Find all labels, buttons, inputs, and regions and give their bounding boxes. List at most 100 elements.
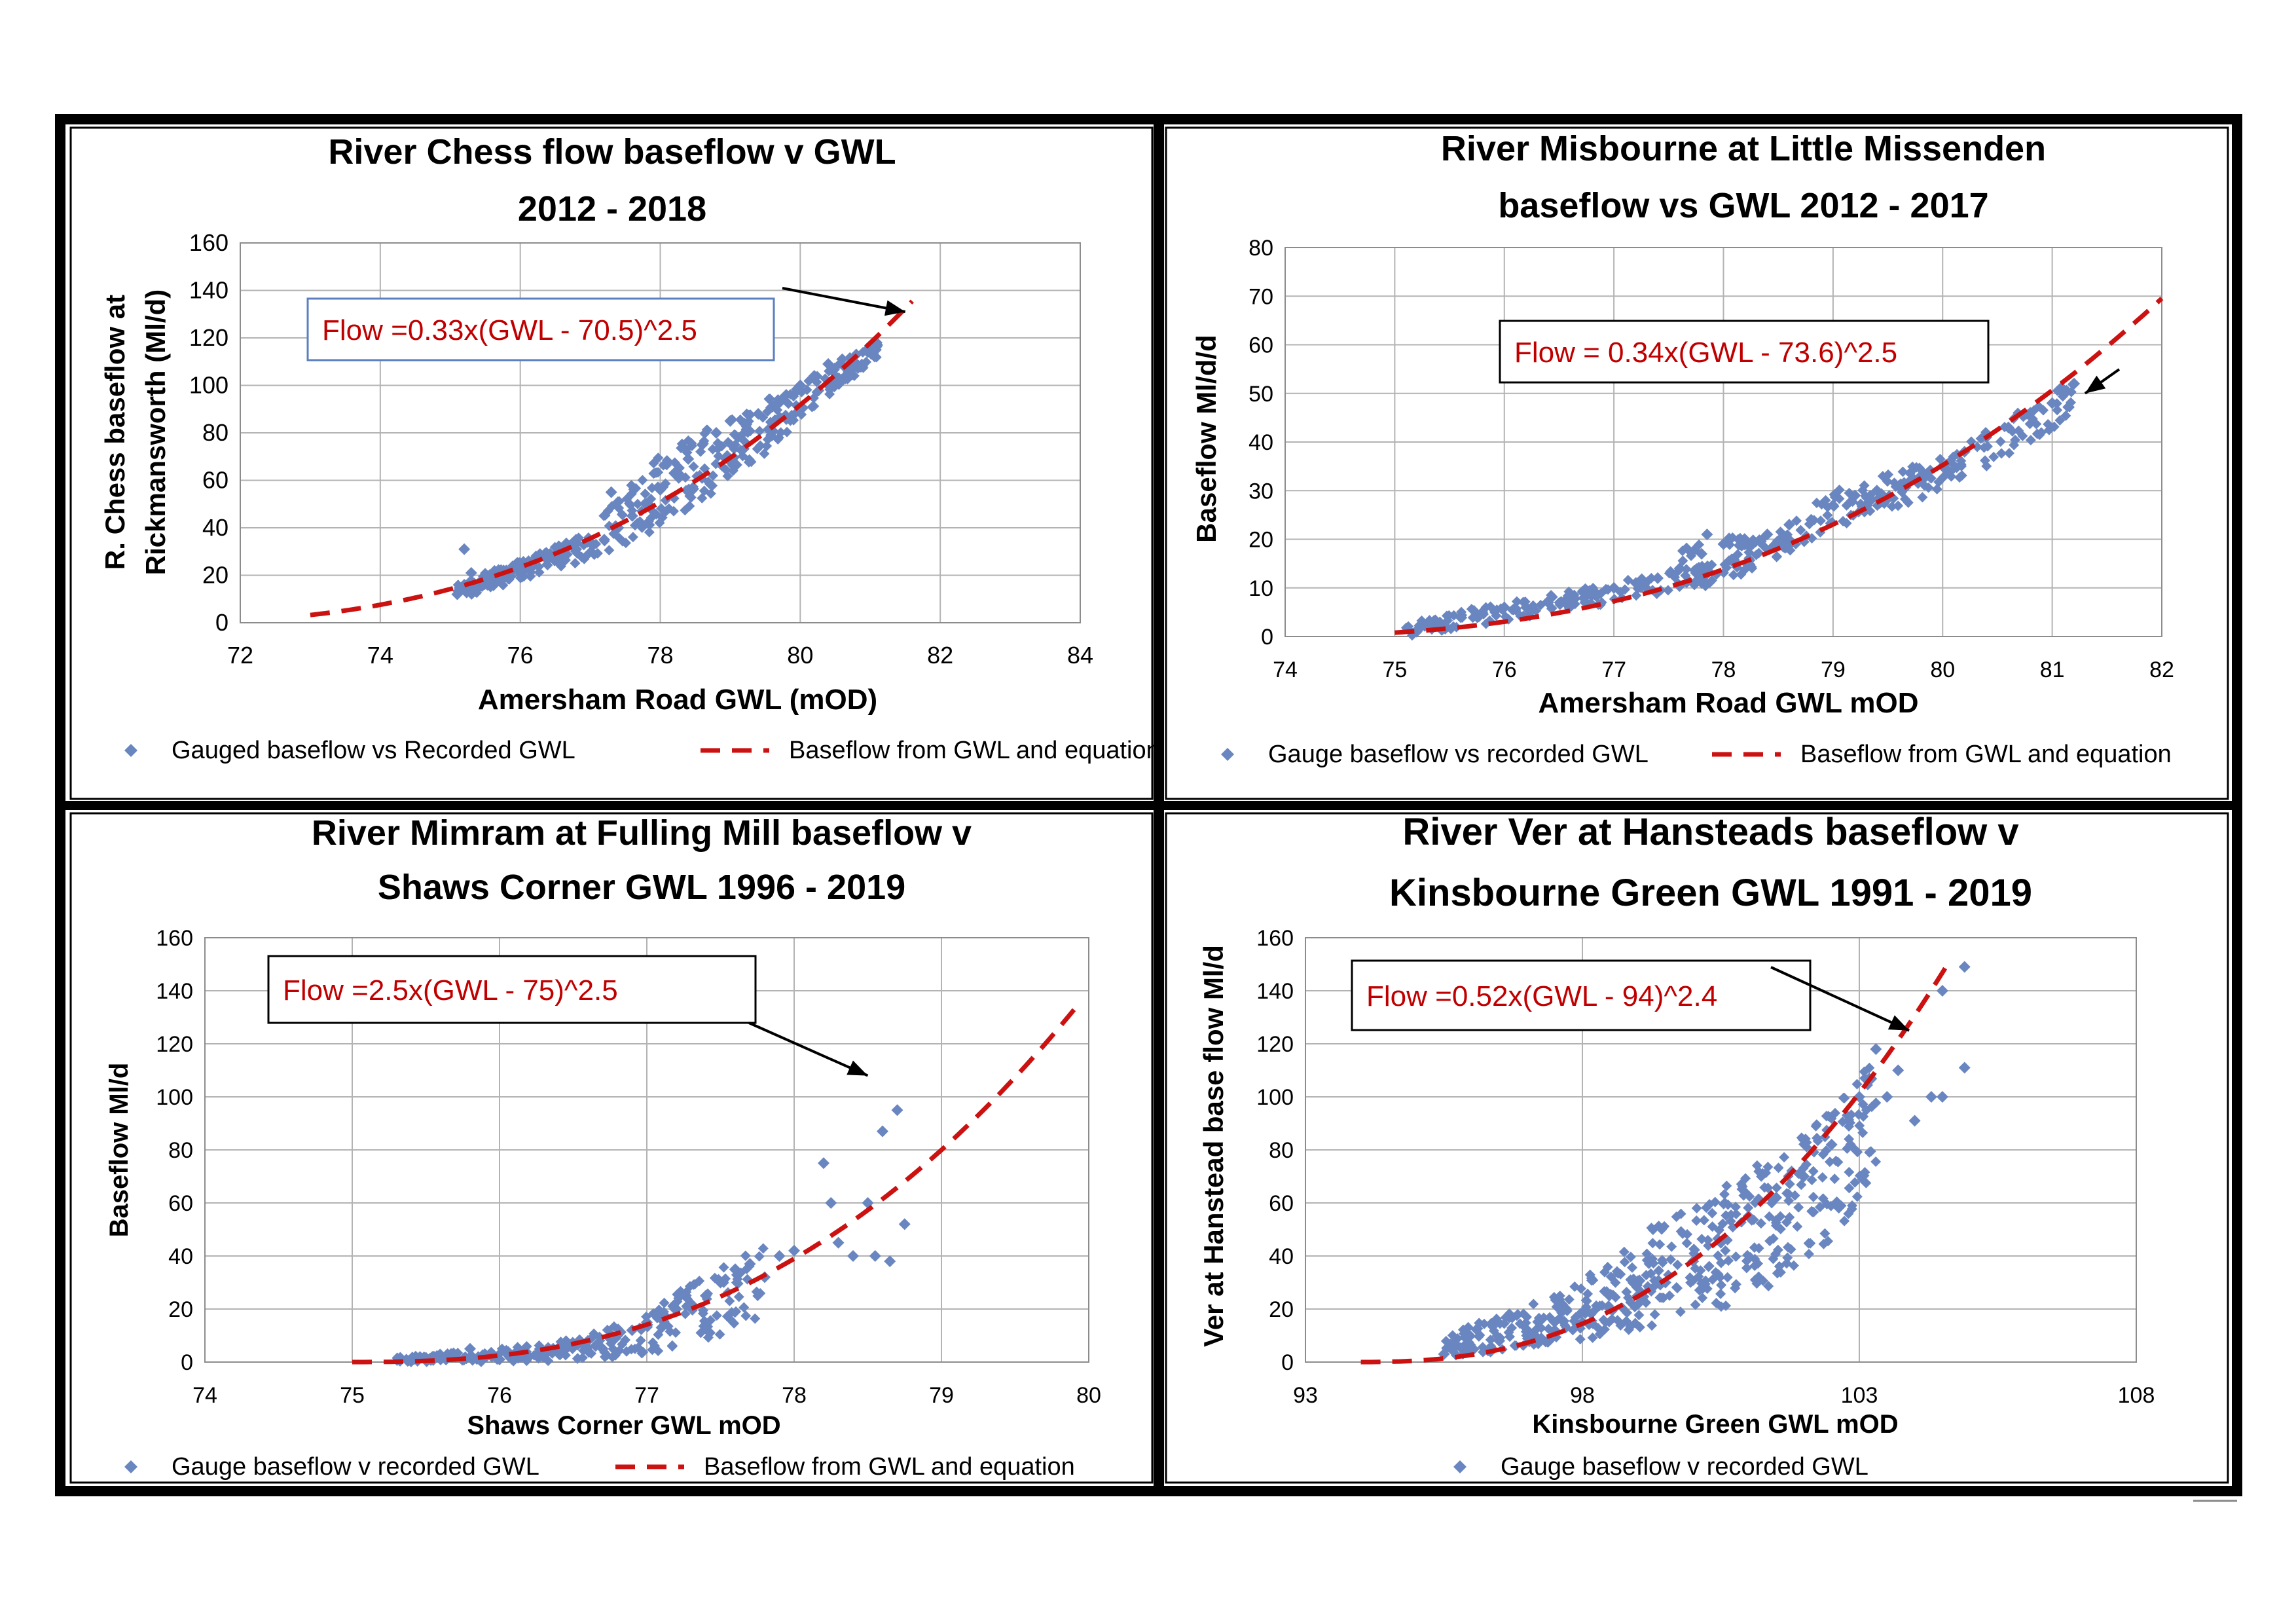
data-point <box>1702 1283 1713 1294</box>
x-tick-label: 82 <box>927 642 953 669</box>
data-point <box>621 1346 632 1357</box>
data-point <box>741 408 752 419</box>
data-point <box>689 1278 701 1289</box>
data-point <box>710 427 723 439</box>
data-point <box>1452 1333 1463 1344</box>
data-point <box>1696 547 1708 560</box>
data-point <box>836 353 848 365</box>
data-point <box>1861 492 1872 504</box>
y-tick-label: 60 <box>1248 333 1273 358</box>
data-point <box>1857 1127 1868 1138</box>
data-point <box>1510 603 1522 614</box>
data-point <box>877 1125 888 1137</box>
data-point <box>626 509 638 522</box>
data-point <box>1870 485 1883 497</box>
data-point <box>451 588 464 600</box>
x-tick-label: 98 <box>1570 1383 1595 1408</box>
data-point <box>722 470 733 481</box>
y-tick-label: 0 <box>1261 625 1273 650</box>
data-point <box>1848 1143 1859 1154</box>
y-axis-label: Ver at Hanstead base flow Ml/d <box>1198 945 1229 1347</box>
panel-frames <box>55 114 2242 1502</box>
data-point <box>1704 1261 1715 1272</box>
data-point <box>486 569 498 581</box>
data-point <box>1647 1320 1658 1331</box>
data-point <box>1764 1211 1775 1222</box>
chart-title-line: River Ver at Hansteads baseflow v <box>1402 811 2018 853</box>
data-point <box>1704 1199 1715 1210</box>
data-point <box>796 409 807 420</box>
data-point <box>688 483 699 494</box>
data-point <box>520 1341 532 1352</box>
data-point <box>616 509 627 520</box>
data-point <box>788 415 799 426</box>
data-point <box>1702 1234 1713 1246</box>
data-point <box>1694 572 1705 583</box>
data-point <box>1706 559 1717 570</box>
equation-text: Flow =2.5x(GWL - 75)^2.5 <box>283 974 618 1006</box>
data-point <box>1673 563 1686 575</box>
legend-label: Gauge baseflow v recorded GWL <box>172 1453 539 1481</box>
data-point <box>465 566 477 579</box>
data-point <box>1749 1197 1760 1208</box>
data-point <box>1700 580 1711 591</box>
x-tick-label: 84 <box>1067 642 1093 669</box>
data-point <box>884 1255 896 1268</box>
data-point <box>1948 460 1959 471</box>
data-point <box>1751 549 1762 561</box>
data-point <box>651 509 662 520</box>
y-tick-label: 80 <box>168 1138 193 1163</box>
data-point <box>1594 1329 1605 1340</box>
data-point <box>1827 499 1839 511</box>
data-point <box>832 1236 845 1249</box>
x-tick-label: 77 <box>634 1383 659 1408</box>
data-point <box>1792 1221 1803 1232</box>
y-tick-label: 30 <box>1248 479 1273 504</box>
data-point <box>1575 1334 1586 1345</box>
data-point <box>1690 1299 1701 1310</box>
x-tick-label: 79 <box>929 1383 954 1408</box>
data-point <box>1812 1132 1823 1143</box>
data-point <box>1600 583 1611 595</box>
data-point <box>1730 1251 1741 1263</box>
data-point <box>1727 532 1738 544</box>
data-point <box>700 1289 712 1302</box>
data-point <box>1672 1283 1683 1294</box>
scatter-series <box>451 337 883 600</box>
data-point <box>1504 1331 1516 1342</box>
data-point <box>614 532 625 544</box>
data-point <box>1632 1299 1643 1310</box>
data-point <box>773 1250 786 1262</box>
data-point <box>729 429 740 440</box>
data-point <box>1834 484 1845 495</box>
data-point <box>2003 448 2014 459</box>
y-tick-label: 40 <box>1269 1244 1294 1269</box>
data-point <box>665 1326 676 1337</box>
equation-curve <box>310 299 914 618</box>
data-point <box>1587 1332 1598 1343</box>
data-point <box>1557 1316 1568 1327</box>
data-point <box>1632 1275 1643 1286</box>
data-point <box>1870 1156 1882 1167</box>
data-point <box>1625 1251 1636 1263</box>
data-point <box>1892 1064 1904 1077</box>
x-tick-label: 78 <box>1711 657 1736 682</box>
data-point <box>1753 1271 1764 1282</box>
y-tick-label: 120 <box>1256 1032 1294 1057</box>
data-point <box>632 498 643 509</box>
legend-marker <box>124 1460 137 1473</box>
data-point <box>1458 1328 1469 1339</box>
data-point <box>1677 1228 1688 1240</box>
y-tick-label: 40 <box>1248 430 1273 455</box>
data-point <box>2017 430 2028 441</box>
data-point <box>701 1324 712 1335</box>
x-tick-label: 76 <box>487 1383 512 1408</box>
data-point <box>1691 1203 1702 1214</box>
x-tick-label: 108 <box>2118 1383 2155 1408</box>
data-point <box>1829 1173 1840 1185</box>
data-point <box>2054 415 2066 426</box>
data-point <box>1958 1061 1971 1074</box>
panel-border-ver <box>1165 812 2229 1484</box>
data-point <box>1665 1254 1676 1265</box>
data-point <box>405 1353 417 1365</box>
